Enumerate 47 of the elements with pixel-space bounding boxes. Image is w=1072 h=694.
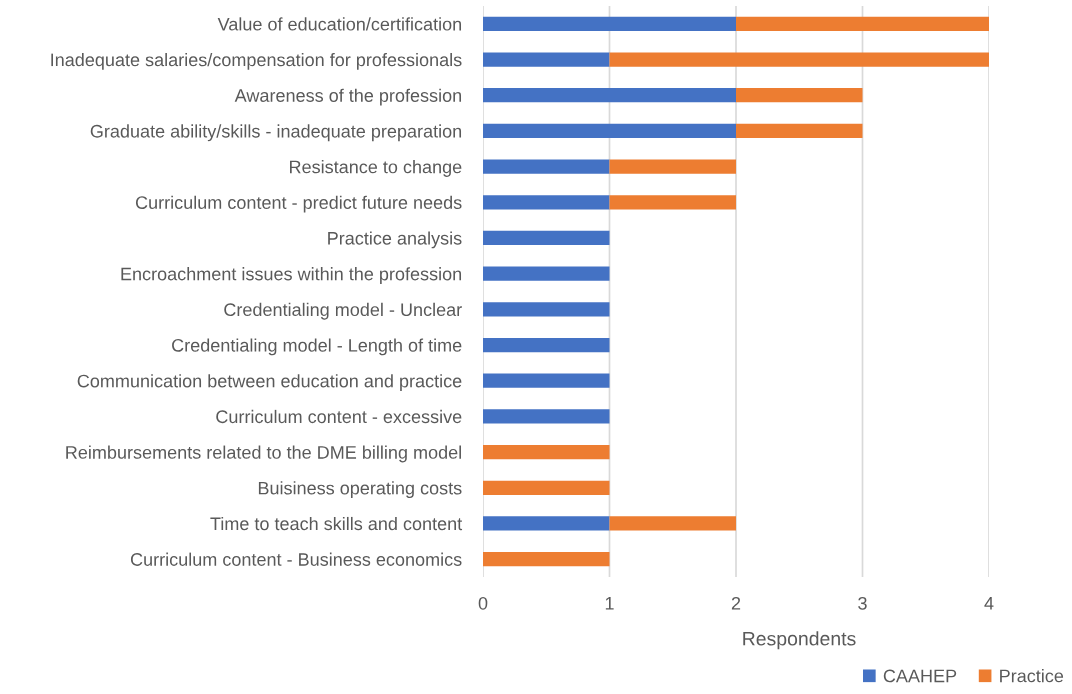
y-tick-label: Communication between education and practice — [77, 374, 462, 392]
y-tick-label: Buisiness operating costs — [258, 481, 462, 499]
y-tick-label: Awareness of the profession — [234, 88, 462, 106]
y-tick-label: Curriculum content - excessive — [216, 409, 462, 424]
y-tick-label: Curriculum content - predict future needs — [135, 195, 462, 213]
x-tick-label: 3 — [858, 596, 867, 610]
bar — [483, 52, 610, 67]
bar — [483, 16, 736, 31]
bar — [483, 123, 736, 139]
y-tick-label: Time to teach skills and content — [210, 516, 463, 531]
y-tick-label: Encroachment issues within the profession — [121, 267, 462, 284]
y-tick-label: Credentialing model - Unclear — [224, 302, 462, 320]
y-tick-label: Inadequate salaries/compensation for professionals — [51, 52, 462, 70]
bar — [736, 123, 863, 139]
y-tick-label: Value of education/certification — [217, 17, 462, 31]
bar — [483, 516, 610, 531]
bar — [483, 337, 610, 353]
bar — [483, 552, 610, 567]
bar — [483, 195, 610, 210]
legend-label: CAAHEP — [883, 669, 957, 683]
bar — [483, 88, 736, 103]
bar — [736, 88, 863, 103]
bar — [483, 480, 610, 495]
bar — [483, 409, 610, 424]
bar — [609, 159, 736, 174]
x-tick-label: 2 — [731, 596, 741, 610]
bar — [483, 159, 610, 174]
y-tick-label: Credentialing model - Length of time — [172, 338, 462, 356]
bar — [483, 230, 610, 246]
y-tick-label: Practice analysis — [328, 231, 462, 249]
y-tick-label: Graduate ability/skills - inadequate preparation — [90, 124, 462, 142]
bar — [609, 516, 736, 531]
y-tick-label: Curriculum content - Business economics — [130, 552, 462, 566]
bar — [483, 266, 610, 281]
legend-label: Practice — [1000, 669, 1064, 683]
bar — [609, 52, 989, 67]
x-tick-label: 4 — [984, 597, 994, 610]
bar — [483, 302, 610, 317]
x-axis-title: Respondents — [743, 631, 856, 650]
bar — [483, 444, 610, 460]
y-tick-label: Resistance to change — [290, 160, 462, 177]
y-tick-label: Reimbursements related to the DME billing model — [66, 445, 461, 463]
bar — [483, 373, 610, 388]
x-tick-label: 1 — [605, 597, 614, 610]
bar — [736, 16, 989, 31]
bar — [609, 195, 736, 210]
x-tick-label: 0 — [478, 596, 488, 610]
